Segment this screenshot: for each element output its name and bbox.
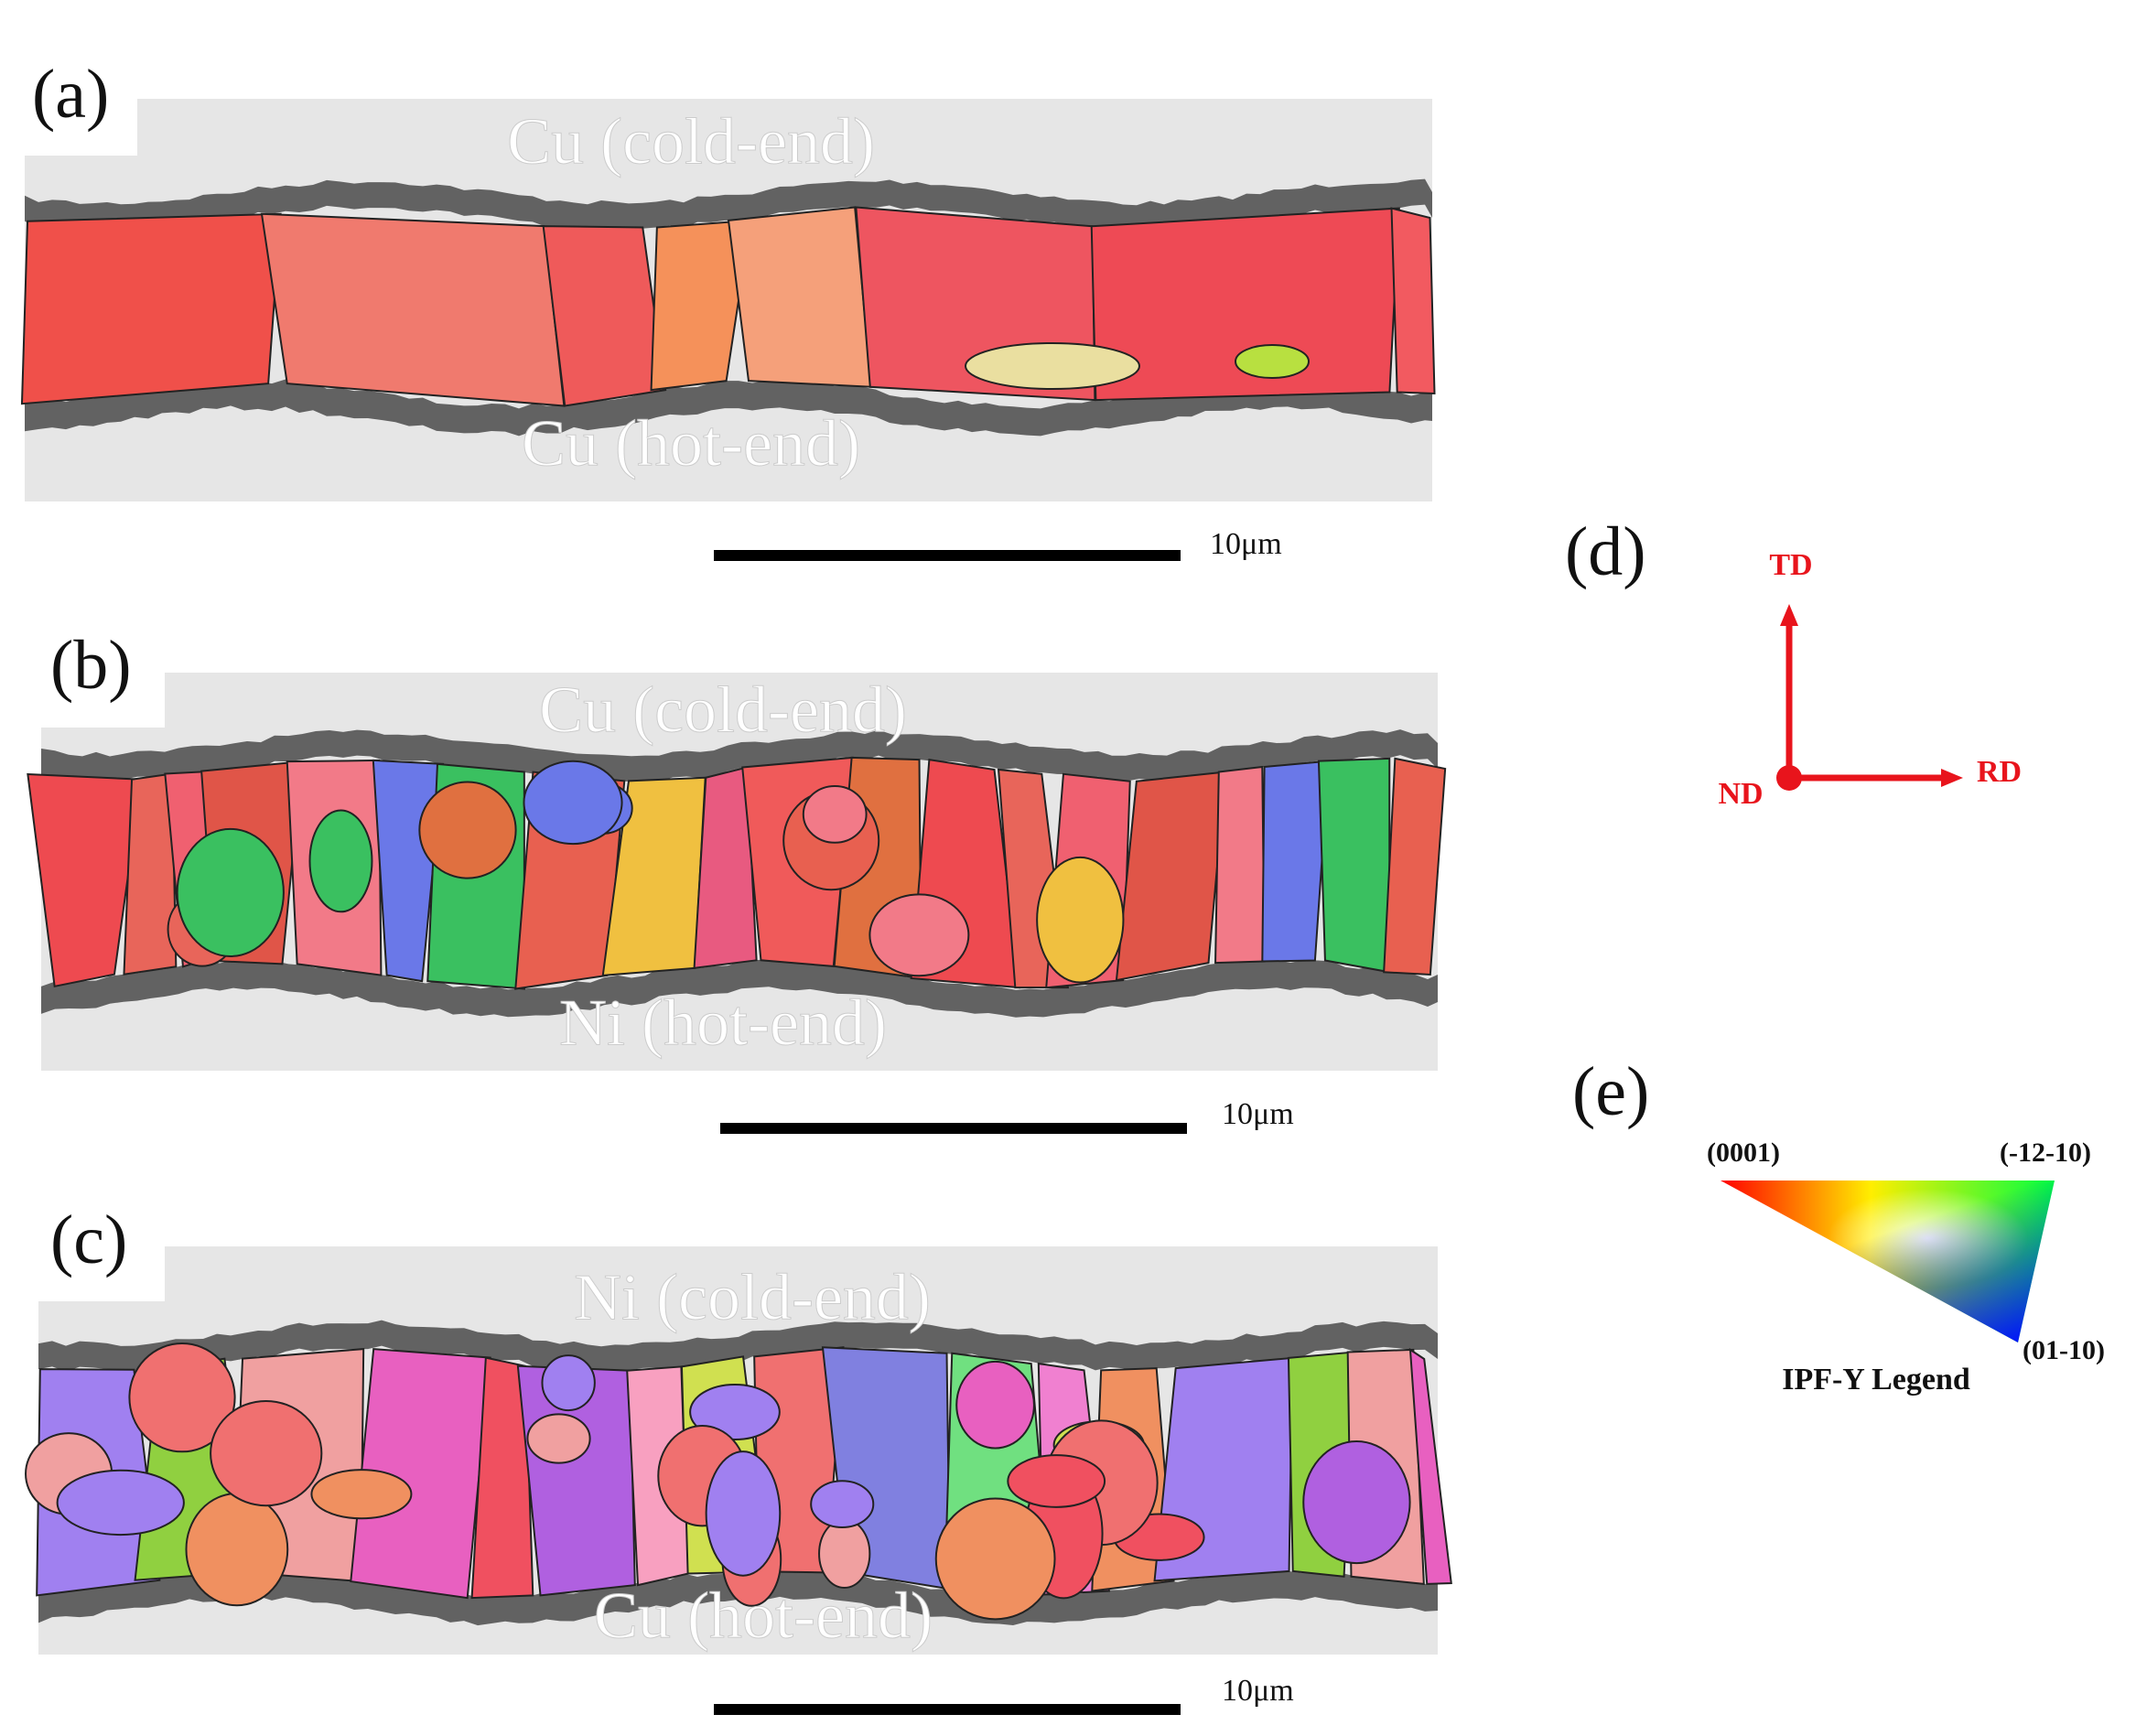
grain: [1007, 1454, 1106, 1508]
origin-dot: [1776, 765, 1802, 791]
grain: [1317, 757, 1391, 974]
panel-label: (a): [32, 56, 109, 133]
grain: [210, 1399, 323, 1507]
map-top-text: Cu (cold-end): [507, 105, 875, 178]
axes-diagram: [1776, 604, 1963, 791]
interface-band: [38, 1320, 1438, 1373]
grain: [693, 766, 758, 969]
panel-label: (b): [50, 627, 132, 704]
arrow-head: [1780, 604, 1798, 626]
scale-bar: [714, 550, 1181, 561]
grain: [176, 827, 285, 957]
scale-bar: [720, 1123, 1187, 1134]
grain: [128, 1342, 236, 1453]
legend-title: IPF-Y Legend: [1782, 1363, 1970, 1396]
scale-label: 10μm: [1222, 1097, 1294, 1131]
legend-corner: (-12-10): [2000, 1138, 2091, 1168]
legend-corner: (0001): [1707, 1138, 1780, 1168]
grain: [523, 760, 623, 846]
grain: [818, 1518, 871, 1589]
grain: [1214, 765, 1266, 965]
grain: [810, 1480, 875, 1528]
grain: [418, 781, 517, 879]
grain: [1261, 760, 1331, 963]
grain: [802, 784, 868, 844]
map-bottom-text: Ni (hot-end): [559, 987, 887, 1060]
blue-fill: [1721, 1181, 2055, 1342]
grain: [260, 212, 566, 407]
grain: [56, 1469, 185, 1537]
grain: [965, 342, 1140, 390]
grain: [470, 1356, 534, 1600]
arrow-head: [1941, 769, 1963, 787]
grain: [20, 212, 282, 405]
grain: [705, 1450, 782, 1577]
grain: [185, 1492, 289, 1607]
axis-label: TD: [1769, 548, 1812, 582]
ebsd-maps: [20, 99, 1452, 1655]
map-top-text: Ni (cold-end): [574, 1261, 931, 1334]
panel-label: (e): [1572, 1053, 1649, 1130]
grain: [1408, 1347, 1452, 1585]
grain: [868, 893, 970, 977]
axis-label: RD: [1977, 755, 2022, 789]
grain: [1235, 344, 1310, 379]
grain: [308, 809, 373, 913]
grain: [955, 1360, 1035, 1450]
legend-corner: (01-10): [2023, 1335, 2105, 1365]
grain: [1036, 856, 1125, 984]
grain: [310, 1469, 413, 1520]
scale-bar: [714, 1704, 1181, 1715]
grain: [1302, 1439, 1411, 1565]
interface-band: [41, 729, 1438, 782]
grain: [689, 1383, 781, 1441]
label-box: [37, 1190, 165, 1301]
interface-band: [25, 378, 1432, 437]
map-bottom-text: Cu (hot-end): [594, 1580, 933, 1653]
grain: [526, 1413, 591, 1464]
grain: [650, 219, 752, 392]
grain: [1090, 207, 1400, 402]
axis-label: ND: [1718, 777, 1763, 811]
grain: [727, 206, 873, 388]
grain: [1390, 207, 1436, 395]
grain: [541, 1354, 596, 1412]
grain: [934, 1497, 1056, 1621]
interface-band: [25, 178, 1432, 232]
grain: [1383, 757, 1447, 976]
grain: [27, 772, 143, 988]
map-top-text: Cu (cold-end): [539, 674, 907, 747]
label-box: [18, 27, 137, 156]
ipf-triangle: [1721, 1181, 2055, 1342]
panel-label: (d): [1565, 513, 1646, 590]
scale-label: 10μm: [1222, 1674, 1294, 1708]
grain: [123, 772, 178, 976]
scale-label: 10μm: [1210, 527, 1282, 561]
interface-band: [41, 959, 1438, 1018]
label-box: [37, 613, 165, 728]
grain: [542, 225, 667, 407]
panel-label: (c): [50, 1202, 127, 1278]
map-bottom-text: Cu (hot-end): [522, 407, 860, 480]
